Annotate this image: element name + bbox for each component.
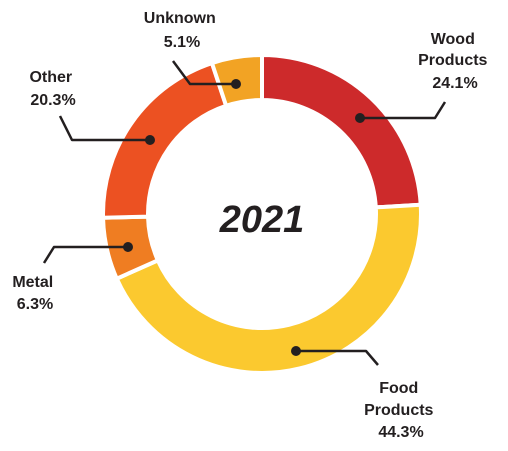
label-wood-products-line1: Wood — [431, 31, 475, 48]
leader-line-wood-products — [355, 101, 447, 123]
label-metal: Metal 6.3% — [12, 274, 57, 313]
label-food-products-pct: 44.3% — [378, 424, 423, 441]
label-wood-products-pct: 24.1% — [432, 75, 477, 92]
label-unknown: Unknown 5.1% — [144, 10, 220, 51]
label-metal-line1: Metal — [12, 274, 53, 291]
label-food-products: Food Products 44.3% — [364, 380, 438, 441]
label-unknown-pct: 5.1% — [164, 34, 200, 51]
label-unknown-line1: Unknown — [144, 10, 216, 27]
label-wood-products: Wood Products 24.1% — [418, 31, 492, 92]
slice-wood-products — [260, 52, 423, 210]
label-food-products-line1: Food — [379, 380, 418, 397]
label-other-pct: 20.3% — [30, 92, 75, 109]
label-wood-products-line2: Products — [418, 52, 487, 69]
leader-line-metal — [42, 242, 133, 264]
leader-line-food-products — [291, 346, 379, 366]
slice-food-products — [114, 202, 423, 375]
label-food-products-line2: Products — [364, 402, 433, 419]
label-other: Other 20.3% — [29, 69, 76, 109]
label-other-line1: Other — [29, 69, 72, 86]
chart-title: 2021 — [219, 199, 305, 241]
leader-line-other — [58, 115, 155, 145]
leader-line-unknown — [171, 60, 241, 89]
donut-slices — [100, 52, 423, 375]
label-metal-pct: 6.3% — [17, 296, 53, 313]
